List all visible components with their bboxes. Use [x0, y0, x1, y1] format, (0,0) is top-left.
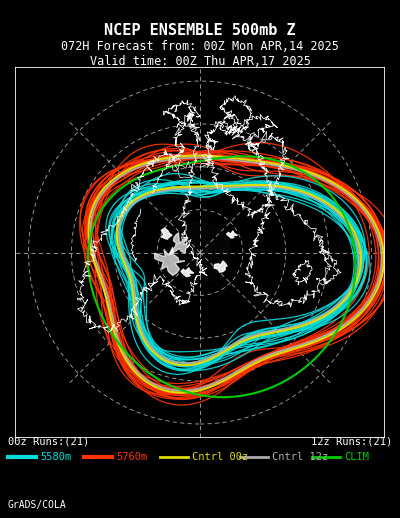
Text: GrADS/COLA: GrADS/COLA: [8, 500, 67, 510]
Text: 5760m: 5760m: [116, 452, 147, 462]
Polygon shape: [170, 233, 188, 255]
Text: Cntrl 00z: Cntrl 00z: [192, 452, 248, 462]
Text: 5580m: 5580m: [40, 452, 71, 462]
Text: Cntrl 12z: Cntrl 12z: [272, 452, 328, 462]
Polygon shape: [154, 247, 185, 276]
Text: 00z Runs:(21): 00z Runs:(21): [8, 436, 89, 447]
Text: Valid time: 00Z Thu APR,17 2025: Valid time: 00Z Thu APR,17 2025: [90, 54, 310, 68]
Circle shape: [169, 222, 231, 283]
Text: 12z Runs:(21): 12z Runs:(21): [311, 436, 392, 447]
Polygon shape: [161, 228, 172, 239]
Polygon shape: [214, 261, 227, 272]
Text: 072H Forecast from: 00Z Mon APR,14 2025: 072H Forecast from: 00Z Mon APR,14 2025: [61, 40, 339, 53]
Text: NCEP ENSEMBLE 500mb Z: NCEP ENSEMBLE 500mb Z: [104, 23, 296, 37]
Text: CLIM: CLIM: [344, 452, 369, 462]
Polygon shape: [226, 231, 238, 238]
Polygon shape: [181, 268, 194, 277]
